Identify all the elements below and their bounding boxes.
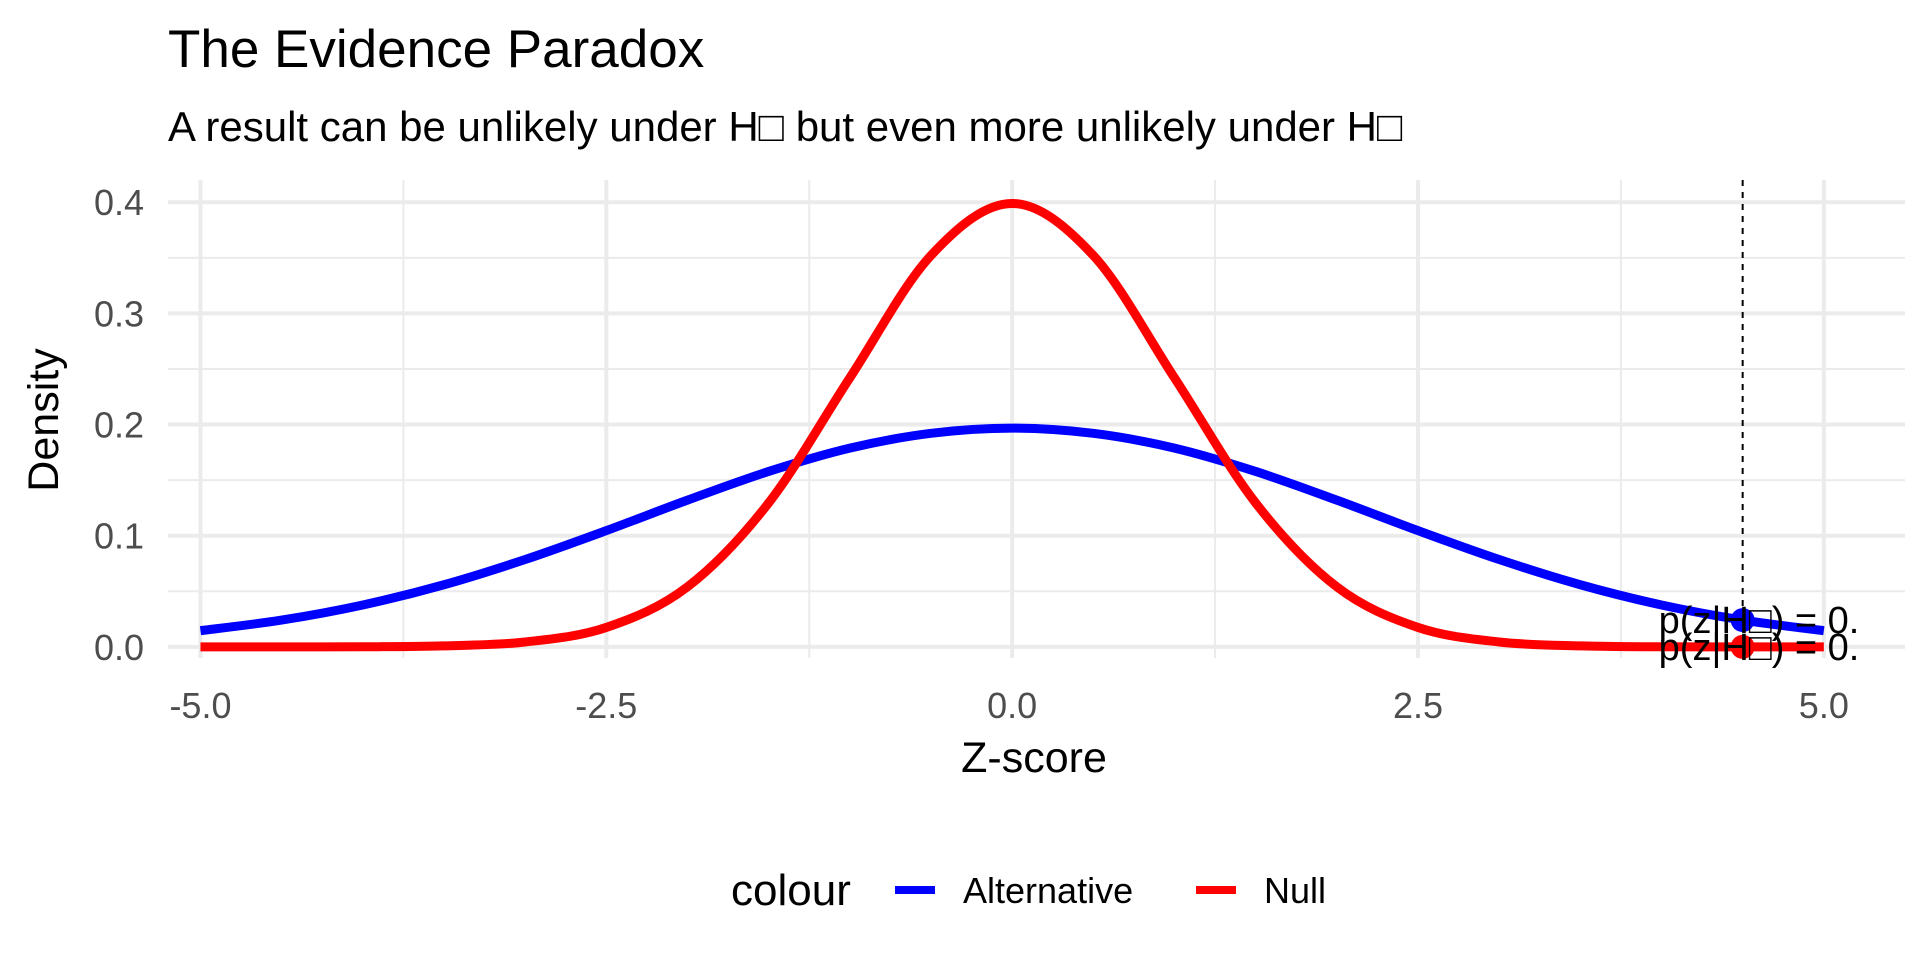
- legend-title: colour: [731, 866, 851, 915]
- y-tick-labels: 0.0 0.1 0.2 0.3 0.4: [94, 182, 144, 668]
- x-tick-label: -5.0: [169, 685, 231, 726]
- chart-subtitle: A result can be unlikely under H□ but ev…: [168, 103, 1403, 150]
- x-tick-label: 2.5: [1393, 685, 1443, 726]
- chart-title: The Evidence Paradox: [168, 20, 704, 79]
- y-tick-label: 0.1: [94, 516, 144, 557]
- legend-label-null: Null: [1264, 870, 1326, 911]
- y-tick-label: 0.0: [94, 627, 144, 668]
- observed-point-alternative: [1730, 608, 1755, 633]
- minor-gridlines: [168, 180, 1905, 658]
- series-lines: [199, 198, 1825, 652]
- y-tick-label: 0.2: [94, 405, 144, 446]
- y-tick-label: 0.3: [94, 293, 144, 334]
- x-tick-label: -2.5: [575, 685, 637, 726]
- legend: colour Alternative Null: [731, 866, 1326, 915]
- observed-point-null: [1730, 634, 1755, 659]
- x-tick-label: 5.0: [1799, 685, 1849, 726]
- x-tick-label: 0.0: [987, 685, 1037, 726]
- x-tick-labels: -5.0 -2.5 0.0 2.5 5.0: [169, 685, 1848, 726]
- y-axis-title: Density: [20, 348, 68, 492]
- observed-points: [1730, 608, 1755, 659]
- x-axis-title: Z-score: [961, 734, 1107, 782]
- y-tick-label: 0.4: [94, 182, 144, 223]
- annotation-null: p(z|H□) = 0.: [1659, 627, 1860, 669]
- legend-label-alternative: Alternative: [963, 870, 1133, 911]
- annotation-alternative: p(z|H□) = 0.: [1659, 600, 1860, 642]
- series-line-alternative: [199, 423, 1825, 636]
- series-line-null: [200, 198, 1824, 652]
- annotations: p(z|H□) = 0. p(z|H□) = 0.: [1659, 600, 1860, 669]
